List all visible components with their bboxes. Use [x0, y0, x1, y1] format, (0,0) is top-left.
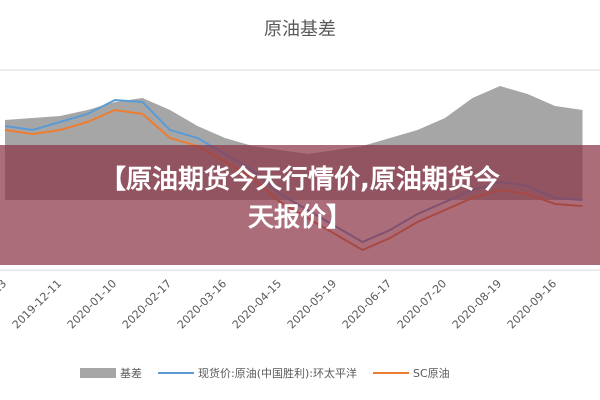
x-tick-label: 2020-03-16 — [175, 277, 229, 331]
x-tick-label: 2020-02-17 — [120, 277, 174, 331]
x-tick-label: 2020-09-16 — [505, 277, 559, 331]
x-tick-label: 2020-01-10 — [65, 277, 119, 331]
legend-swatch — [80, 368, 116, 378]
x-tick-label: 2020-04-15 — [230, 277, 284, 331]
x-tick-label: 13 — [0, 277, 9, 296]
legend-label: 基差 — [120, 366, 142, 380]
legend-label: 现货价:原油(中国胜利):环太平洋 — [198, 366, 357, 380]
x-tick-label: 2020-06-17 — [340, 277, 394, 331]
legend-label: SC原油 — [413, 366, 450, 380]
x-tick-label: 2020-08-19 — [450, 277, 504, 331]
banner-title: 【原油期货今天行情价,原油期货今天报价】 — [100, 165, 500, 233]
banner: 【原油期货今天行情价,原油期货今天报价】 — [0, 145, 600, 265]
x-tick-label: 2020-07-20 — [395, 277, 449, 331]
chart-title: 原油基差 — [264, 19, 336, 40]
x-tick-label: 2020-05-19 — [285, 277, 339, 331]
x-tick-label: 2019-12-11 — [10, 277, 64, 331]
